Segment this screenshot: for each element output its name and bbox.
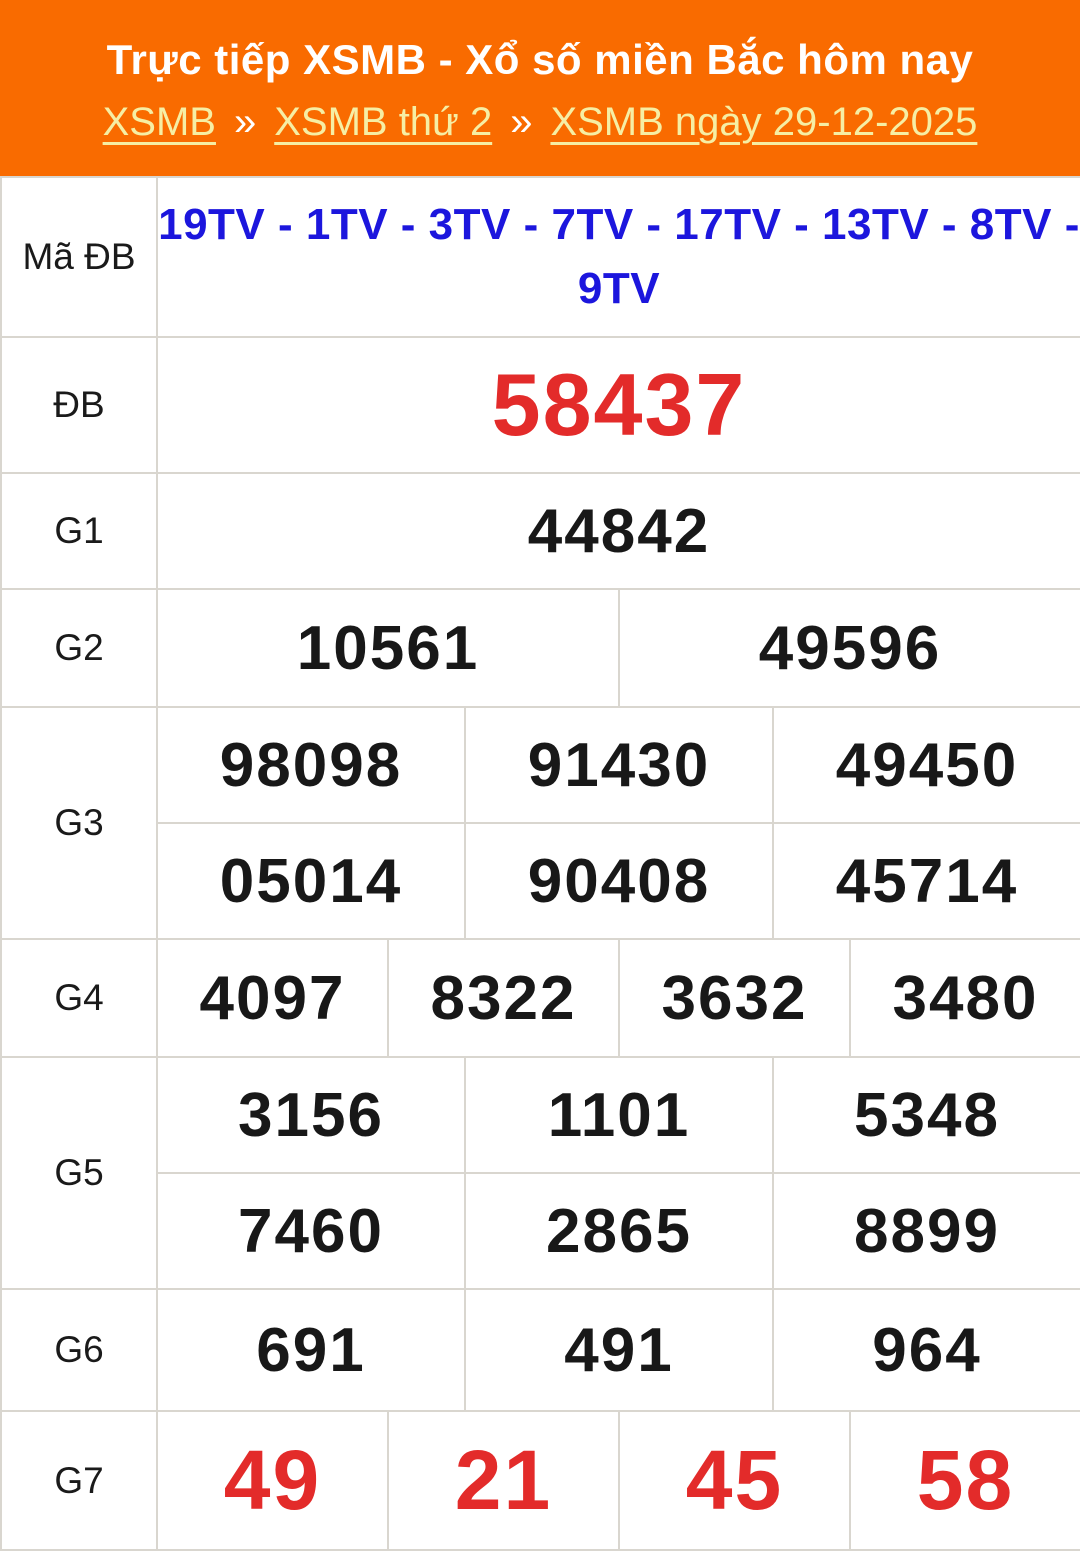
prize-label-db: ĐB xyxy=(0,336,158,474)
prize-cell: 964 xyxy=(772,1288,1080,1412)
prize-cell: 44842 xyxy=(156,472,1080,590)
prize-label-g5: G5 xyxy=(0,1056,158,1290)
prize-row-g6: G6 691 491 964 xyxy=(0,1288,1080,1412)
breadcrumb-separator: » xyxy=(510,99,533,144)
prize-cell: 491 xyxy=(464,1288,774,1412)
prize-cell: 45714 xyxy=(772,822,1080,940)
prize-label-g4: G4 xyxy=(0,938,158,1058)
breadcrumb-link-xsmb-thu-2[interactable]: XSMB thứ 2 xyxy=(274,99,493,144)
results-table: Mã ĐB 19TV - 1TV - 3TV - 7TV - 17TV - 13… xyxy=(0,176,1080,1551)
prize-cell: 90408 xyxy=(464,822,774,940)
prize-cell: 8322 xyxy=(387,938,620,1058)
prize-row-ma-db: Mã ĐB 19TV - 1TV - 3TV - 7TV - 17TV - 13… xyxy=(0,176,1080,338)
prize-row-g3b: 05014 90408 45714 xyxy=(1,822,1080,940)
prize-cell-special: 58437 xyxy=(156,336,1080,474)
prize-label-ma-db: Mã ĐB xyxy=(0,176,158,338)
prize-code-value: 19TV - 1TV - 3TV - 7TV - 17TV - 13TV - 8… xyxy=(156,176,1080,338)
prize-cell-red: 58 xyxy=(849,1410,1080,1551)
prize-cell: 91430 xyxy=(464,706,774,824)
prize-cell: 5348 xyxy=(772,1056,1080,1174)
page-header: Trực tiếp XSMB - Xổ số miền Bắc hôm nay … xyxy=(0,0,1080,176)
prize-cell: 4097 xyxy=(156,938,389,1058)
breadcrumb-link-xsmb[interactable]: XSMB xyxy=(102,99,216,144)
prize-label-g6: G6 xyxy=(0,1288,158,1412)
prize-cell: 05014 xyxy=(156,822,466,940)
prize-cell-red: 49 xyxy=(156,1410,389,1551)
breadcrumb-link-xsmb-date[interactable]: XSMB ngày 29-12-2025 xyxy=(550,99,978,144)
prize-row-db: ĐB 58437 xyxy=(0,336,1080,474)
breadcrumb-separator: » xyxy=(233,99,257,144)
prize-cell-red: 45 xyxy=(618,1410,851,1551)
prize-cell-red: 21 xyxy=(387,1410,620,1551)
prize-label-g1: G1 xyxy=(0,472,158,590)
prize-label-g7: G7 xyxy=(0,1410,158,1551)
prize-cell: 3156 xyxy=(156,1056,466,1174)
prize-cell: 8899 xyxy=(772,1172,1080,1290)
prize-cell: 1101 xyxy=(464,1056,774,1174)
prize-row-g2: G2 10561 49596 xyxy=(0,588,1080,708)
prize-cell: 691 xyxy=(156,1288,466,1412)
prize-label-g3: G3 xyxy=(0,706,158,940)
prize-row-g5b: 7460 2865 8899 xyxy=(1,1172,1080,1290)
prize-cell: 98098 xyxy=(156,706,466,824)
prize-row-g1: G1 44842 xyxy=(0,472,1080,590)
prize-cell: 3632 xyxy=(618,938,851,1058)
prize-label-g2: G2 xyxy=(0,588,158,708)
prize-cell: 7460 xyxy=(156,1172,466,1290)
breadcrumb: XSMB » XSMB thứ 2 » XSMB ngày 29-12-2025 xyxy=(103,100,978,145)
prize-row-g3: G3 98098 91430 49450 xyxy=(0,706,1080,940)
prize-cell: 10561 xyxy=(156,588,620,708)
page-title: Trực tiếp XSMB - Xổ số miền Bắc hôm nay xyxy=(106,35,974,83)
prize-cell: 3480 xyxy=(849,938,1080,1058)
prize-row-g5: G5 3156 1101 5348 xyxy=(0,1056,1080,1290)
prize-cell: 49450 xyxy=(772,706,1080,824)
prize-cell: 49596 xyxy=(618,588,1080,708)
prize-row-g7: G7 49 21 45 58 xyxy=(0,1410,1080,1551)
prize-cell: 2865 xyxy=(464,1172,774,1290)
prize-row-g4: G4 4097 8322 3632 3480 xyxy=(0,938,1080,1058)
